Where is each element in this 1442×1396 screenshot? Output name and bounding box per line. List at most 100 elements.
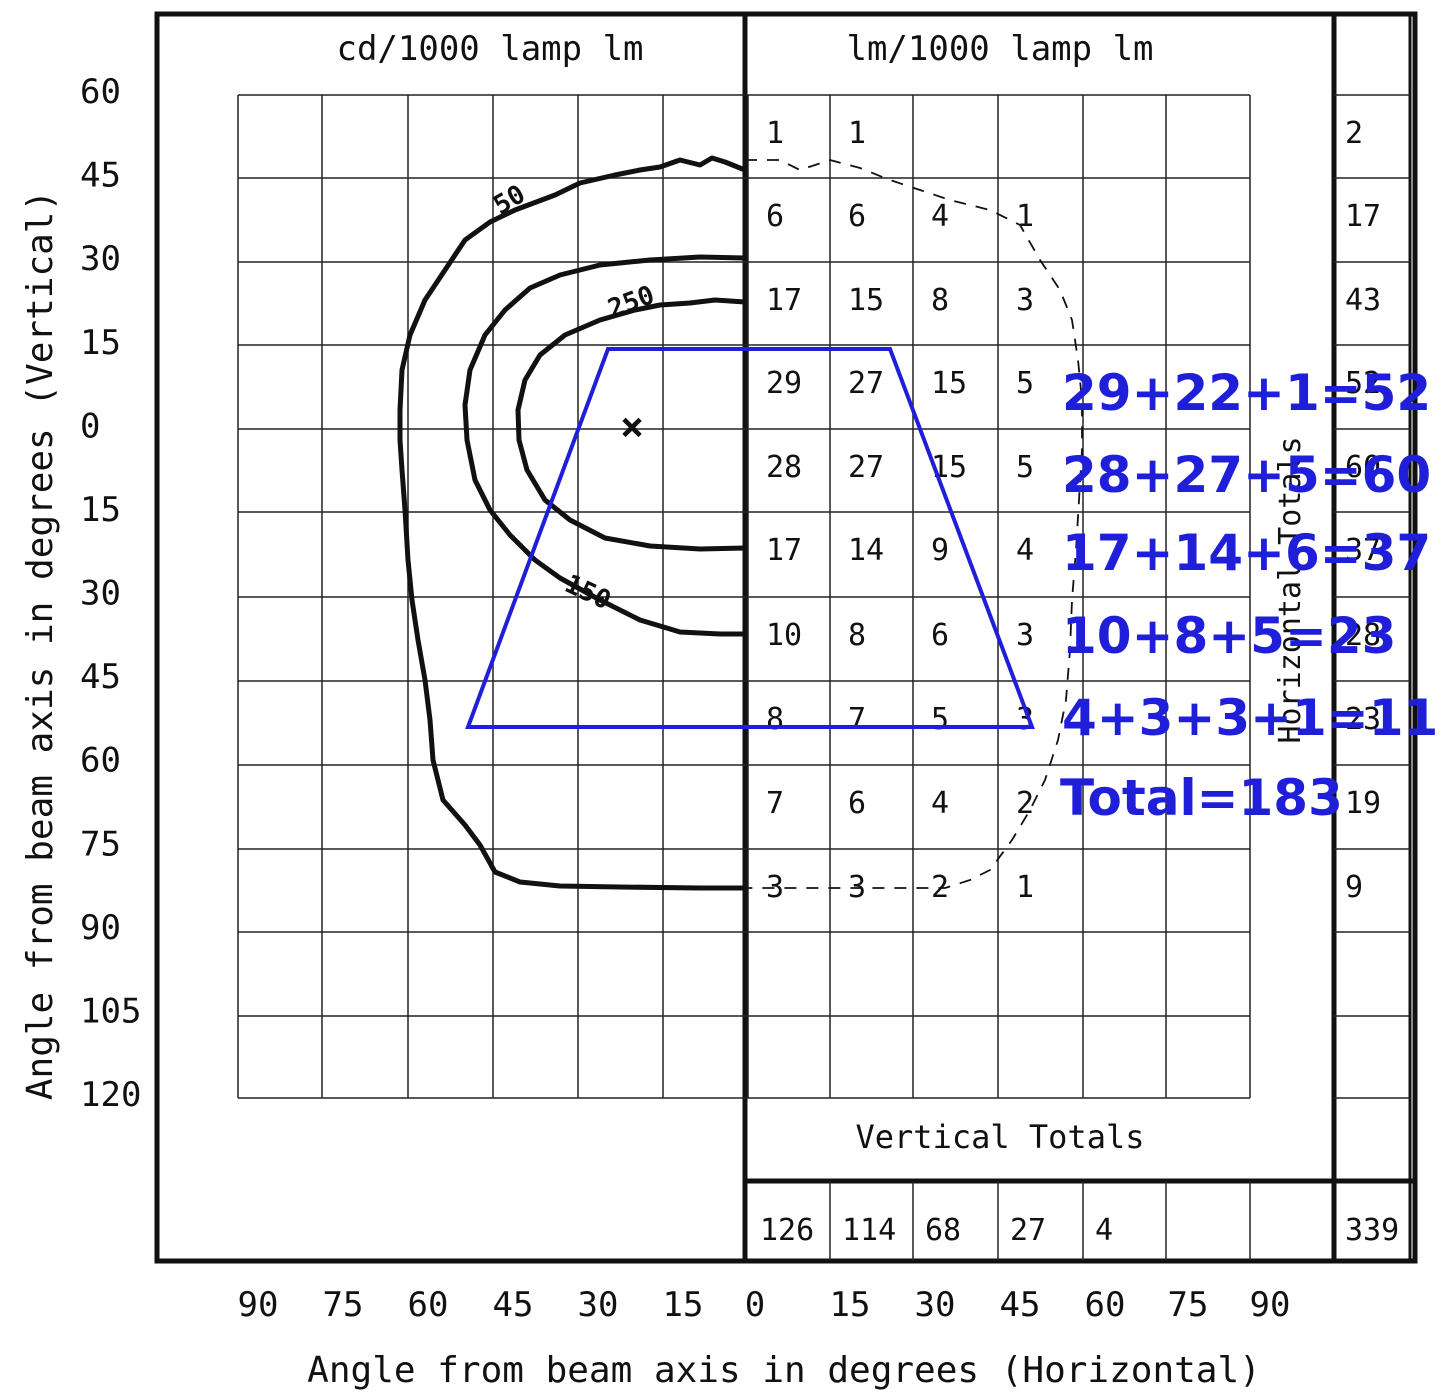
lumen-cell: 3	[1016, 283, 1034, 318]
vertical-total-cell: 114	[842, 1213, 896, 1248]
y-tick-label: 45	[80, 657, 121, 697]
annotation-sum: 28+27+5=60	[1062, 446, 1431, 504]
lumen-cell: 7	[766, 786, 784, 821]
frames	[154, 11, 1418, 1264]
lumen-cell: 1	[848, 116, 866, 151]
lumen-cell: 15	[848, 283, 884, 318]
y-tick-label: 15	[80, 323, 121, 363]
annotation-total: Total=183	[1060, 769, 1343, 827]
x-tick-labels: 90 75 60 45 30 15 0 15 30 45 60 75 90	[238, 1285, 1291, 1325]
y-axis-title: Angle from beam axis in degrees (Vertica…	[20, 190, 61, 1100]
lumen-cell: 5	[931, 702, 949, 737]
contour-label-50: 50	[489, 179, 531, 221]
y-tick-label: 45	[80, 156, 121, 196]
lumen-cell: 29	[766, 366, 802, 401]
lumen-cell: 10	[766, 618, 802, 653]
vertical-total-cell: 126	[760, 1213, 814, 1248]
x-tick-label: 45	[493, 1285, 534, 1325]
lumen-cell: 17	[766, 283, 802, 318]
lumen-cell: 9	[931, 533, 949, 568]
y-tick-label: 75	[80, 824, 121, 864]
contour-label-250: 250	[604, 280, 658, 324]
y-tick-label: 60	[80, 741, 121, 781]
beam-axis-marker: ×	[620, 404, 644, 450]
vertical-total-cell: 27	[1010, 1213, 1046, 1248]
annotation-sum: 4+3+3+1=11	[1062, 689, 1438, 747]
y-tick-label: 90	[80, 908, 121, 948]
x-tick-label: 15	[830, 1285, 871, 1325]
lumen-cell: 27	[848, 450, 884, 485]
lumen-cell: 8	[848, 618, 866, 653]
outer-frame	[154, 11, 1418, 1264]
x-axis-title: Angle from beam axis in degrees (Horizon…	[307, 1350, 1261, 1391]
grand-total: 339	[1345, 1213, 1399, 1248]
y-tick-label: 0	[80, 406, 100, 446]
y-tick-label: 15	[80, 490, 121, 530]
horizontal-total-cell: 17	[1345, 199, 1381, 234]
annotation-sums: 29+22+1=52 28+27+5=60 17+14+6=37 10+8+5=23 4…	[1062, 364, 1438, 747]
x-tick-label: 30	[915, 1285, 956, 1325]
lumen-cell: 4	[1016, 533, 1034, 568]
x-tick-label: 60	[408, 1285, 449, 1325]
annotation-sum: 17+14+6=37	[1062, 524, 1431, 582]
x-tick-label: 45	[1000, 1285, 1041, 1325]
contour-label-150: 150	[560, 569, 615, 616]
horizontal-total-cell: 60	[1345, 450, 1381, 485]
lumen-cell: 17	[766, 533, 802, 568]
annotation-trapezoid	[465, 347, 1035, 729]
annotation-sum: 29+22+1=52	[1062, 364, 1431, 422]
x-tick-label: 90	[1250, 1285, 1291, 1325]
horizontal-total-cell: 9	[1345, 870, 1363, 905]
x-tick-label: 75	[323, 1285, 364, 1325]
y-tick-label: 120	[80, 1075, 141, 1115]
lumen-cells: 1 16 6 4 117 15 8 329 27 15 528 27 15 517 14 9 410 8 6 38 7 5…	[766, 116, 1034, 905]
lumen-cell: 8	[766, 702, 784, 737]
y-tick-label: 30	[80, 574, 121, 614]
vertical-total-cells: 126 114 68 27 4	[760, 1213, 1113, 1248]
contour-150	[462, 254, 746, 637]
lumen-cell: 5	[1016, 450, 1034, 485]
vertical-total-cell: 4	[1095, 1213, 1113, 1248]
lumen-cell: 8	[931, 283, 949, 318]
lumen-cell: 6	[931, 618, 949, 653]
lumen-cell: 6	[848, 786, 866, 821]
lumen-cell: 1	[1016, 870, 1034, 905]
x-tick-label: 30	[578, 1285, 619, 1325]
horizontal-total-cell: 2	[1345, 116, 1363, 151]
lumen-cell: 3	[1016, 618, 1034, 653]
lumen-cell: 7	[848, 702, 866, 737]
totals-grid	[829, 94, 1410, 1261]
contour-lumen-dashed	[745, 159, 1083, 889]
horizontal-total-cell: 23	[1345, 702, 1381, 737]
lumen-cell: 6	[766, 199, 784, 234]
lumen-cell: 14	[848, 533, 884, 568]
lumen-cell: 28	[766, 450, 802, 485]
lumen-cell: 1	[1016, 199, 1034, 234]
lumen-cell: 2	[1016, 786, 1034, 821]
horizontal-totals-label: Horizontal Totals	[1273, 436, 1308, 743]
vertical-total-cell: 68	[925, 1213, 961, 1248]
lumen-cell: 5	[1016, 366, 1034, 401]
lumen-cell: 15	[931, 366, 967, 401]
lumen-cell: 1	[766, 116, 784, 151]
lumen-cell: 4	[931, 786, 949, 821]
y-tick-labels: 60 45 30 15 0 15 30 45 60 75 90 105 120	[80, 72, 141, 1115]
angle-grid	[237, 94, 1251, 1099]
horizontal-total-cell: 28	[1345, 618, 1381, 653]
lumen-cell: 27	[848, 366, 884, 401]
y-tick-label: 105	[80, 991, 141, 1031]
contour-250	[515, 297, 746, 552]
horizontal-total-cell: 52	[1345, 366, 1381, 401]
lumen-cell: 3	[766, 870, 784, 905]
horizontal-total-cell: 19	[1345, 786, 1381, 821]
vertical-totals-label: Vertical Totals	[856, 1118, 1145, 1156]
lumen-cell: 6	[848, 199, 866, 234]
horizontal-total-cell: 37	[1345, 533, 1381, 568]
x-tick-label: 60	[1085, 1285, 1126, 1325]
horizontal-total-cells: 2 17 43 52 60 37 28 23 19 9	[1345, 116, 1381, 905]
x-tick-label: 90	[238, 1285, 279, 1325]
contour-50	[397, 155, 746, 891]
x-tick-label: 75	[1168, 1285, 1209, 1325]
lm-header: lm/1000 lamp lm	[846, 29, 1153, 69]
